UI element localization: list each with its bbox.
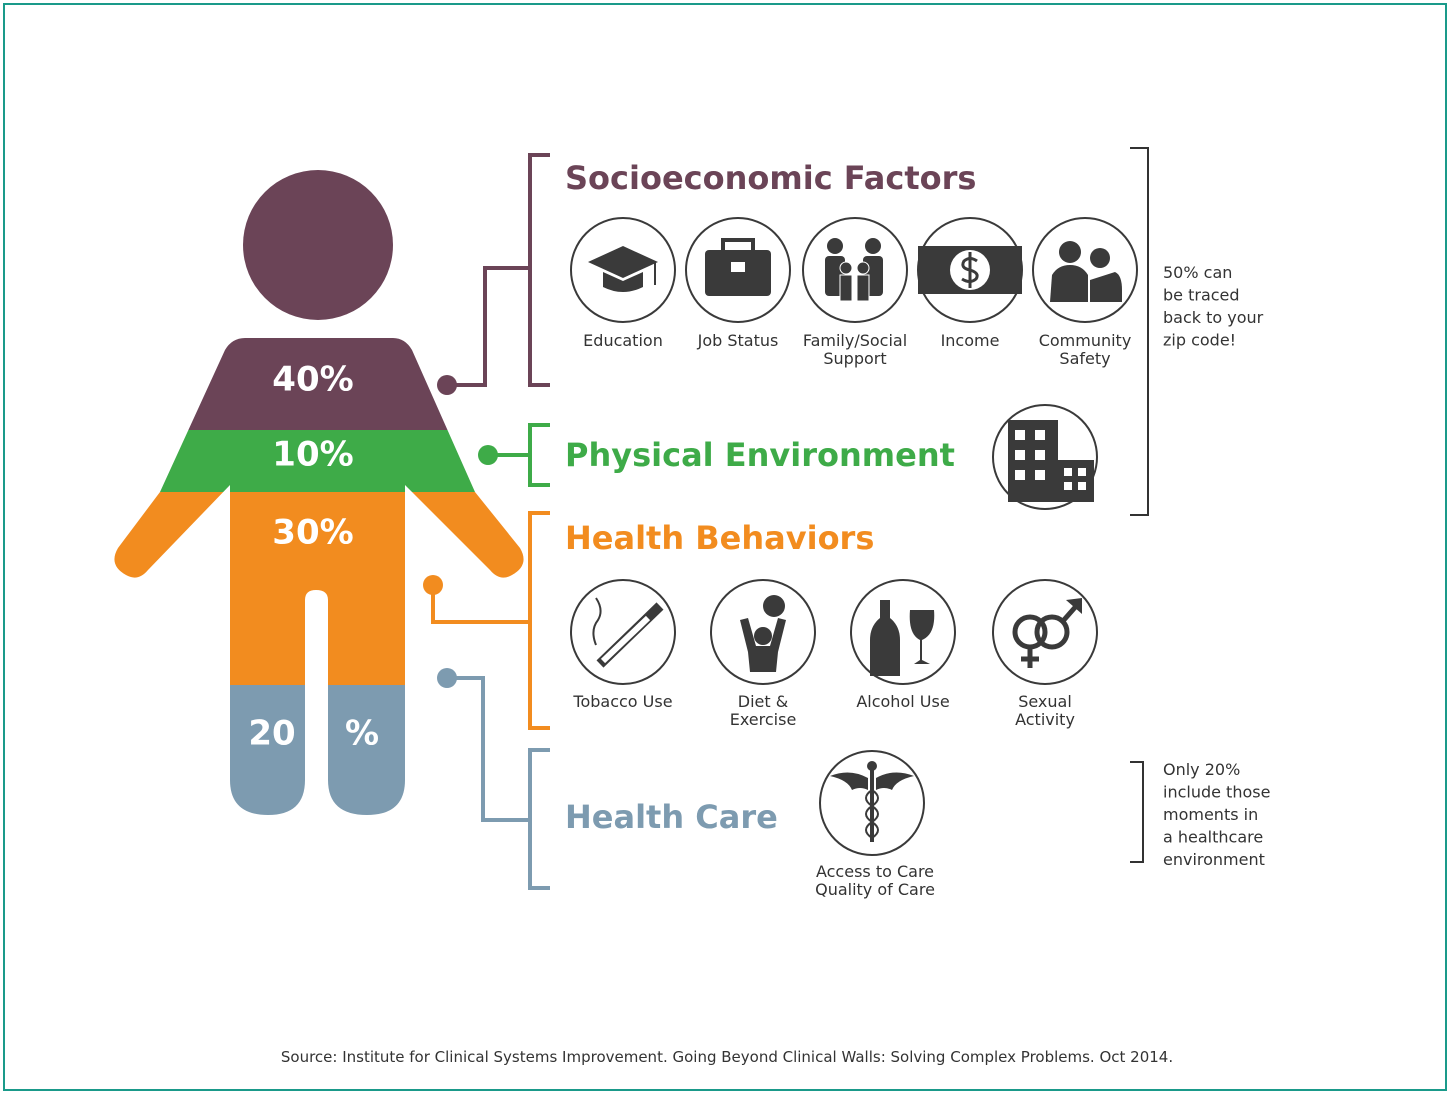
- icon-education: [571, 218, 675, 322]
- bracket: [530, 750, 550, 888]
- item-label: Exercise: [730, 710, 797, 729]
- item-label: Job Status: [697, 331, 779, 350]
- source: Source: Institute for Clinical Systems I…: [281, 1048, 1173, 1066]
- percent-label: 20: [248, 714, 295, 754]
- note-line: back to your: [1163, 308, 1264, 327]
- note-bracket: [1130, 762, 1143, 862]
- group-title: Socioeconomic Factors: [565, 159, 976, 197]
- note-line: 50% can: [1163, 263, 1232, 282]
- item-label: Activity: [1015, 710, 1075, 729]
- item-label: Income: [941, 331, 1000, 350]
- icon-tobacco: [571, 580, 675, 684]
- item-label: Support: [823, 349, 886, 368]
- item-label: Alcohol Use: [856, 692, 949, 711]
- item-label: Sexual: [1018, 692, 1072, 711]
- note-line: moments in: [1163, 805, 1258, 824]
- group-title: Health Behaviors: [565, 519, 874, 557]
- item-label: Safety: [1059, 349, 1110, 368]
- note-line: include those: [1163, 783, 1270, 802]
- connector: [447, 268, 530, 385]
- note-line: a healthcare: [1163, 828, 1263, 847]
- note-line: be traced: [1163, 286, 1240, 305]
- item-label: Quality of Care: [815, 880, 935, 899]
- note-line: environment: [1163, 850, 1265, 869]
- figure: 40% 10% 30% 20 %: [100, 170, 540, 825]
- icon-alcohol: [851, 580, 955, 684]
- group-title: Physical Environment: [565, 436, 955, 474]
- bracket: [530, 425, 550, 485]
- connector: [433, 585, 530, 622]
- item-label: Education: [583, 331, 663, 350]
- bracket: [530, 513, 550, 728]
- icon-family: [803, 218, 907, 322]
- note-line: zip code!: [1163, 331, 1236, 350]
- icon-building: [993, 405, 1097, 509]
- group-title: Health Care: [565, 798, 778, 836]
- infographic: 40% 10% 30% 20 % Socioeconomic Factors P…: [0, 0, 1450, 1094]
- item-label: Family/Social: [803, 331, 907, 350]
- note-bracket: [1130, 148, 1148, 515]
- connectors: [423, 148, 1148, 888]
- page: {"figure": {"segments": ["40%", "10%", "…: [0, 0, 1450, 1094]
- icon-job: [686, 218, 790, 322]
- item-label: Tobacco Use: [572, 692, 672, 711]
- item-label: Diet &: [738, 692, 788, 711]
- percent-label: %: [345, 714, 379, 754]
- percent-label: 10%: [272, 435, 353, 475]
- icon-community: [1033, 218, 1137, 322]
- percent-label: 30%: [272, 513, 353, 553]
- notes: 50% can be traced back to your zip code! Onl…: [1163, 263, 1270, 869]
- connector: [447, 678, 530, 820]
- percent-label: 40%: [272, 360, 353, 400]
- icon-income: [918, 218, 1022, 322]
- head: [243, 170, 393, 320]
- icon-caduceus: [820, 751, 924, 855]
- item-label: Access to Care: [816, 862, 934, 881]
- band-care: [100, 685, 540, 825]
- bracket: [530, 155, 550, 385]
- note-line: Only 20%: [1163, 760, 1240, 779]
- item-label: Community: [1039, 331, 1132, 350]
- icon-sexual: [993, 580, 1097, 684]
- icon-diet: [711, 580, 815, 684]
